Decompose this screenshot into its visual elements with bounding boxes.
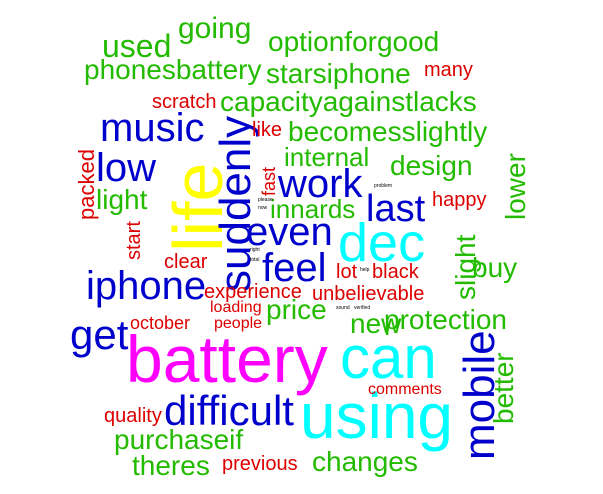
word-buy: buy — [472, 252, 518, 283]
word-dec: dec — [338, 213, 426, 273]
word-optionforgood: optionforgood — [268, 26, 440, 57]
word-price: price — [266, 294, 327, 325]
word-protection: protection — [384, 304, 507, 335]
word-last: last — [366, 188, 426, 230]
word-now: now — [258, 205, 268, 211]
word-new: new — [350, 308, 402, 339]
word-packed: packed — [74, 149, 99, 220]
word-unbelievable: unbelievable — [312, 283, 425, 305]
word-please: please — [258, 197, 273, 203]
word-light: light — [96, 184, 148, 215]
word-capacityagainstlacks: capacityagainstlacks — [220, 86, 477, 117]
word-verified: verified — [354, 305, 371, 311]
word-iphone: iphone — [86, 264, 207, 308]
word-help: help — [360, 267, 370, 273]
word-previous: previous — [222, 453, 298, 475]
word-fast: fast — [259, 166, 279, 196]
word-phonesbattery: phonesbattery — [84, 54, 262, 85]
word-people: people — [214, 315, 263, 332]
word-loading: loading — [210, 299, 262, 316]
word-better: better — [488, 352, 519, 424]
word-even: even — [246, 210, 333, 254]
word-october: october — [130, 313, 191, 333]
word-many: many — [424, 59, 473, 81]
word-total: total — [250, 257, 260, 263]
word-purchaseif: purchaseif — [114, 424, 244, 455]
word-happy: happy — [432, 189, 487, 211]
word-lot: lot — [336, 261, 358, 283]
word-going: going — [178, 12, 252, 45]
word-difficult: difficult — [164, 387, 294, 434]
word-comments: comments — [368, 381, 442, 398]
word-experience: experience — [204, 281, 302, 303]
word-design: design — [390, 150, 473, 181]
word-problem: problem — [374, 183, 393, 189]
word-clear: clear — [164, 251, 208, 273]
word-work: work — [278, 162, 363, 206]
word-starsiphone: starsiphone — [266, 58, 411, 89]
word-theres: theres — [132, 450, 210, 481]
word-used: used — [102, 28, 172, 64]
word-get: get — [70, 311, 129, 358]
word-using: using — [300, 380, 453, 452]
word-can: can — [340, 324, 437, 391]
word-black: black — [372, 261, 419, 283]
word-music: music — [100, 106, 205, 150]
word-right: right — [250, 247, 260, 253]
word-scratch: scratch — [152, 91, 217, 113]
word-changes: changes — [312, 446, 418, 477]
word-start: start — [123, 221, 145, 260]
word-suddenly: suddenly — [211, 115, 260, 292]
word-becomesslightly: becomesslightly — [288, 116, 488, 147]
word-feel: feel — [262, 246, 327, 290]
word-like: like — [252, 119, 283, 141]
word-quality: quality — [104, 405, 162, 427]
word-low: low — [96, 146, 157, 190]
word-battery: battery — [126, 322, 328, 396]
word-lower: lower — [500, 153, 531, 220]
word-internal: internal — [284, 142, 370, 172]
word-innards: innards — [270, 194, 356, 224]
word-sound: sound — [336, 305, 350, 311]
